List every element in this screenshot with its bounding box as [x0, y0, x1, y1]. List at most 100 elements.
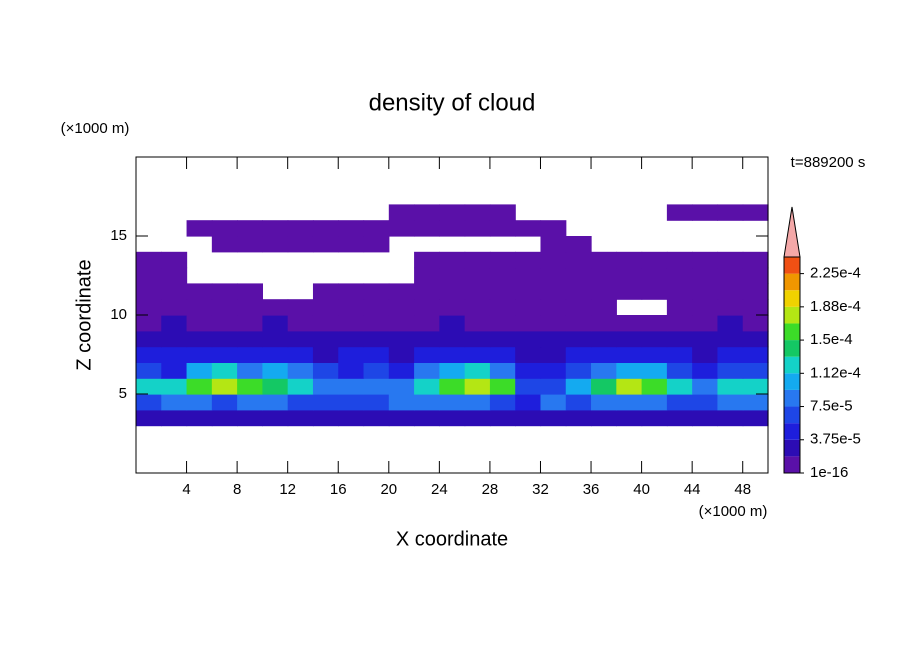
contour-cell [262, 409, 289, 427]
contour-cell [565, 251, 592, 269]
contour-cell [489, 204, 516, 221]
contour-cell [540, 378, 567, 395]
contour-cell [717, 378, 744, 395]
contour-cell [237, 299, 263, 316]
contour-cell [489, 346, 516, 363]
contour-cell [540, 362, 567, 379]
x-tick-label: 48 [734, 481, 751, 498]
contour-cell [338, 299, 365, 316]
contour-cell [414, 409, 440, 427]
colorbar-label: 1.88e-4 [810, 298, 861, 315]
contour-cell [262, 330, 289, 348]
contour-cell [464, 362, 491, 379]
contour-cell [414, 204, 440, 221]
contour-cell [161, 267, 188, 284]
y-tick-label: 5 [119, 385, 127, 402]
contour-cell [742, 330, 769, 348]
x-tick-label: 16 [330, 481, 347, 498]
contour-cell [565, 267, 592, 284]
contour-cell [363, 362, 390, 379]
contour-cell [591, 315, 617, 332]
contour-cell [489, 220, 516, 237]
contour-cell [161, 283, 188, 300]
contour-cell [666, 267, 693, 284]
contour-cell [136, 299, 162, 316]
contour-cell [388, 204, 415, 221]
contour-cell [515, 362, 542, 379]
contour-cell [338, 315, 365, 332]
contour-cell [312, 346, 339, 363]
contour-cell [161, 299, 188, 316]
contour-cell [717, 409, 744, 427]
contour-cell [565, 299, 592, 316]
contour-cell [692, 315, 719, 332]
contour-cell [287, 346, 314, 363]
colorbar-bin [784, 323, 800, 341]
contour-cell [186, 346, 213, 363]
contour-cell [312, 409, 339, 427]
contour-field [136, 204, 769, 427]
contour-cell [565, 236, 592, 253]
contour-cell [338, 409, 365, 427]
contour-cell [742, 346, 769, 363]
colorbar-bin [784, 406, 800, 424]
colorbar-label: 1e-16 [810, 464, 848, 481]
contour-cell [161, 251, 188, 269]
contour-cell [515, 315, 542, 332]
contour-cell [515, 409, 542, 427]
contour-cell [515, 220, 542, 237]
contour-cell [312, 220, 339, 237]
contour-cell [262, 362, 289, 379]
contour-cell [136, 409, 162, 427]
contour-cell [540, 299, 567, 316]
contour-cell [616, 315, 643, 332]
contour-cell [439, 394, 466, 411]
contour-cell [616, 251, 643, 269]
contour-cell [717, 251, 744, 269]
contour-cell [363, 315, 390, 332]
contour-cell [540, 394, 567, 411]
contour-cell [287, 409, 314, 427]
contour-cell [237, 409, 263, 427]
contour-cell [414, 330, 440, 348]
contour-cell [186, 315, 213, 332]
x-tick-label: 12 [279, 481, 296, 498]
contour-cell [186, 283, 213, 300]
contour-cell [312, 378, 339, 395]
colorbar-label: 2.25e-4 [810, 265, 861, 282]
contour-cell [742, 251, 769, 269]
contour-cell [262, 394, 289, 411]
x-axis-title: X coordinate [396, 528, 508, 550]
contour-cell [616, 362, 643, 379]
contour-cell [515, 330, 542, 348]
contour-cell [186, 220, 213, 237]
contour-cell [464, 330, 491, 348]
contour-cell [641, 251, 668, 269]
contour-cell [641, 394, 668, 411]
contour-cell [616, 378, 643, 395]
contour-cell [540, 251, 567, 269]
contour-cell [388, 409, 415, 427]
contour-cell [464, 394, 491, 411]
colorbar-label: 1.5e-4 [810, 331, 853, 348]
contour-cell [439, 283, 466, 300]
contour-cell [717, 204, 744, 221]
contour-cell [591, 378, 617, 395]
contour-cell [287, 362, 314, 379]
contour-cell [464, 346, 491, 363]
contour-cell [565, 283, 592, 300]
contour-cell [262, 346, 289, 363]
contour-cell [692, 283, 719, 300]
contour-cell [616, 283, 643, 300]
x-tick-label: 24 [431, 481, 448, 498]
contour-cell [692, 362, 719, 379]
colorbar-bin [784, 273, 800, 291]
contour-cell [489, 267, 516, 284]
contour-cell [591, 299, 617, 316]
contour-cell [312, 236, 339, 253]
contour-cell [414, 394, 440, 411]
contour-cell [338, 236, 365, 253]
contour-cell [363, 283, 390, 300]
contour-cell [641, 267, 668, 284]
